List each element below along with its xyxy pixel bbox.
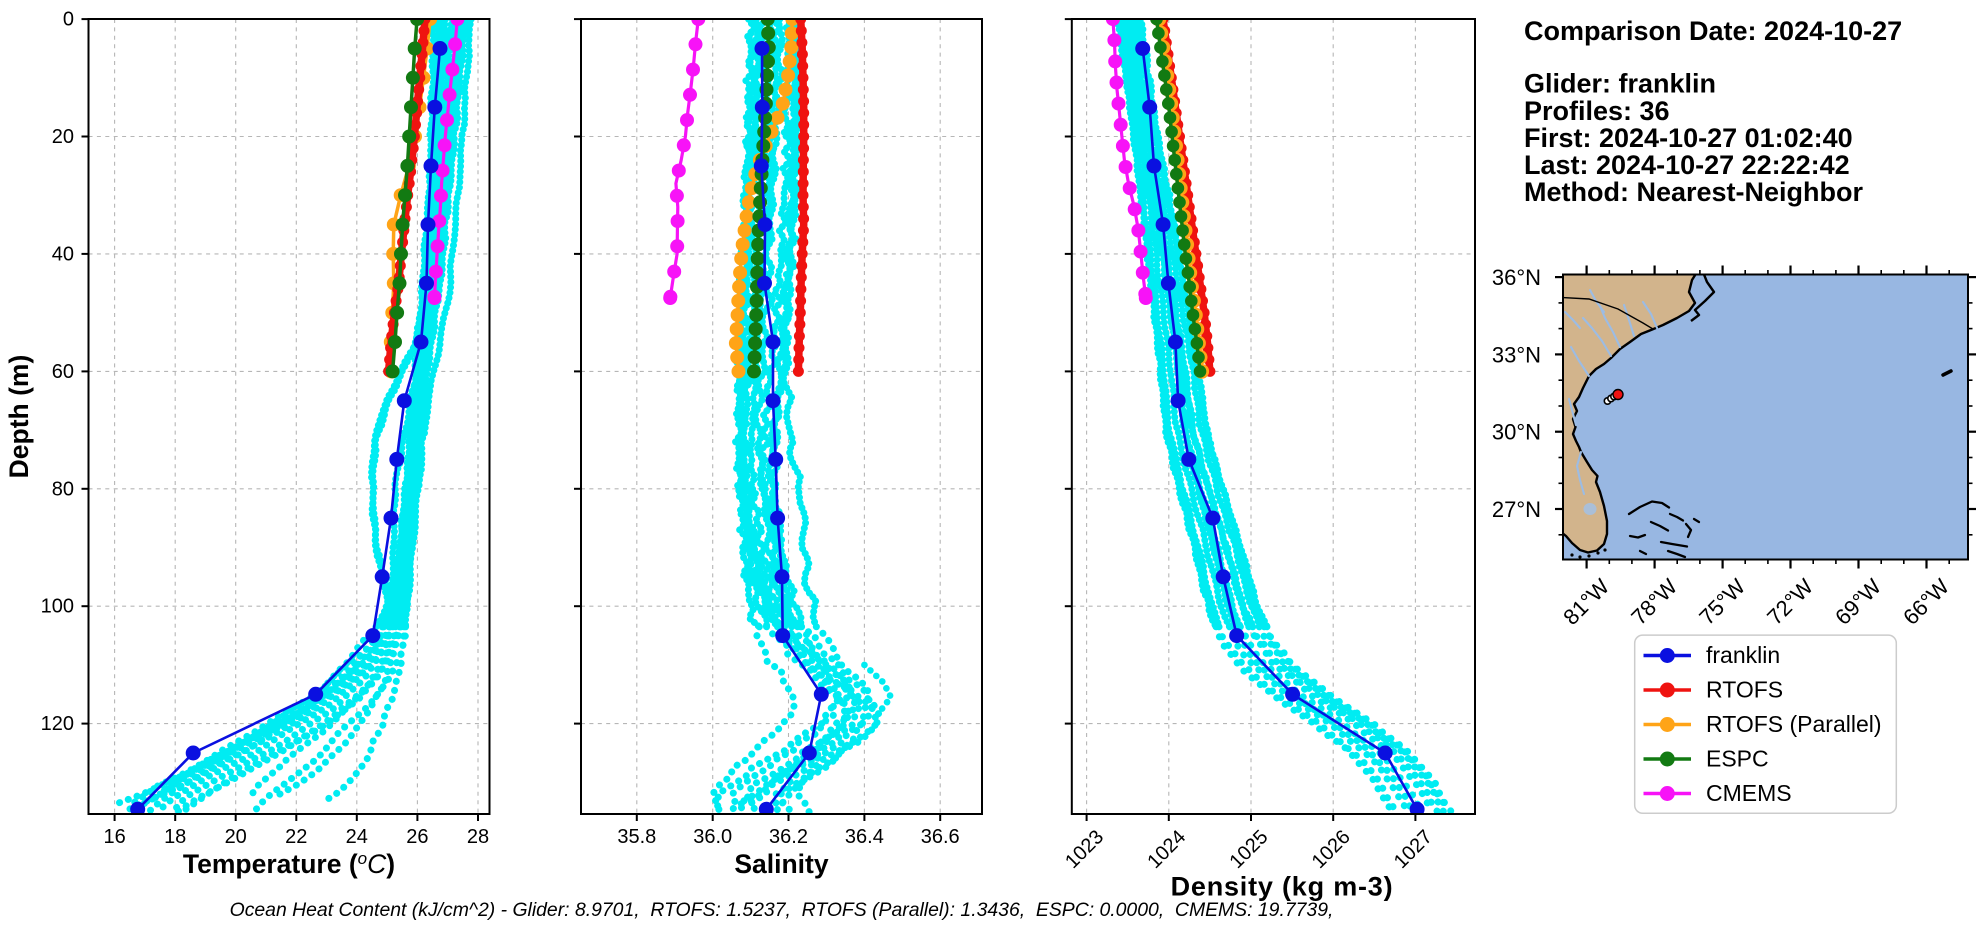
svg-text:80: 80: [52, 478, 74, 500]
svg-text:28: 28: [467, 826, 489, 848]
svg-text:36.2: 36.2: [769, 826, 808, 848]
svg-text:24: 24: [346, 826, 368, 848]
svg-text:RTOFS (Parallel): RTOFS (Parallel): [1706, 711, 1882, 737]
svg-text:27°N: 27°N: [1492, 497, 1541, 522]
svg-text:Salinity: Salinity: [734, 849, 829, 879]
svg-text:120: 120: [41, 713, 74, 735]
svg-text:33°N: 33°N: [1492, 342, 1541, 367]
svg-text:22: 22: [285, 826, 307, 848]
svg-text:36°N: 36°N: [1492, 265, 1541, 290]
svg-text:30°N: 30°N: [1492, 420, 1541, 445]
svg-text:Last: 2024-10-27 22:22:42: Last: 2024-10-27 22:22:42: [1524, 150, 1850, 180]
svg-text:36.6: 36.6: [921, 826, 960, 848]
svg-text:36.0: 36.0: [693, 826, 732, 848]
svg-text:RTOFS: RTOFS: [1706, 677, 1783, 703]
svg-text:Method: Nearest-Neighbor: Method: Nearest-Neighbor: [1524, 177, 1864, 207]
svg-text:26: 26: [406, 826, 428, 848]
svg-text:60: 60: [52, 361, 74, 383]
svg-text:First: 2024-10-27 01:02:40: First: 2024-10-27 01:02:40: [1524, 123, 1853, 153]
svg-text:16: 16: [103, 826, 125, 848]
svg-text:Comparison Date: 2024-10-27: Comparison Date: 2024-10-27: [1524, 16, 1902, 46]
svg-text:franklin: franklin: [1706, 642, 1780, 668]
svg-text:40: 40: [52, 243, 74, 265]
svg-text:20: 20: [225, 826, 247, 848]
svg-text:Density (kg m-3): Density (kg m-3): [1171, 872, 1394, 902]
svg-text:CMEMS: CMEMS: [1706, 780, 1792, 806]
svg-text:ESPC: ESPC: [1706, 746, 1769, 772]
svg-text:Glider: franklin: Glider: franklin: [1524, 69, 1716, 99]
svg-text:0: 0: [63, 9, 74, 31]
svg-text:100: 100: [41, 596, 74, 618]
svg-text:Depth (m): Depth (m): [4, 355, 34, 479]
svg-text:18: 18: [164, 826, 186, 848]
svg-text:20: 20: [52, 126, 74, 148]
svg-text:36.4: 36.4: [845, 826, 884, 848]
svg-text:Ocean Heat Content (kJ/cm^2) -: Ocean Heat Content (kJ/cm^2) - Glider: 8…: [230, 899, 1334, 921]
svg-text:35.8: 35.8: [617, 826, 656, 848]
svg-text:Profiles: 36: Profiles: 36: [1524, 96, 1670, 126]
